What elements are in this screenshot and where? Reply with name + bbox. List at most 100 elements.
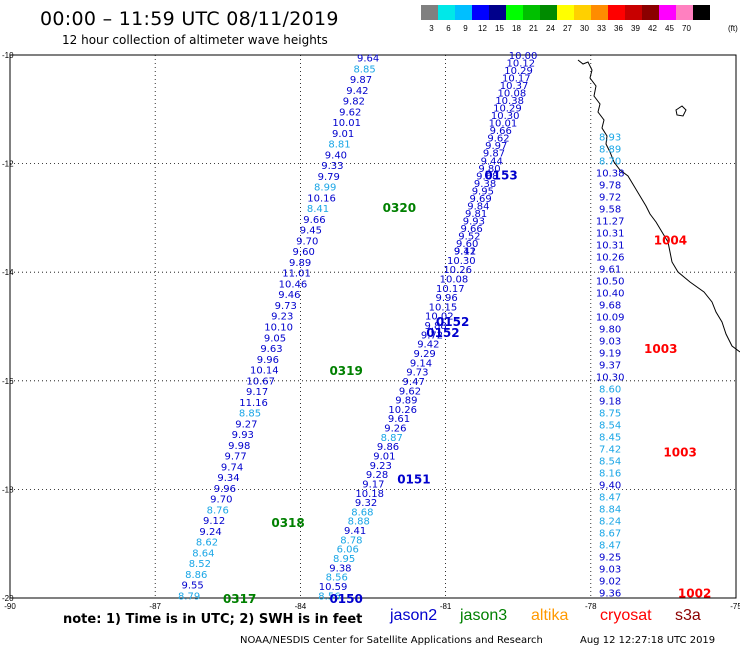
swh-value: 9.93 — [232, 430, 254, 441]
pass-label: 0317 — [223, 592, 256, 606]
scale-swatch — [506, 5, 523, 20]
swh-value: 9.68 — [476, 171, 498, 182]
swh-value: 10.26 — [388, 405, 417, 416]
swh-value: 9.68 — [599, 300, 621, 311]
swh-value: 9.01 — [332, 129, 354, 140]
swh-value: 9.19 — [599, 349, 621, 360]
lon-tick-label: -75 — [730, 602, 740, 611]
coastline — [577, 59, 740, 353]
swh-value: 7.42 — [599, 445, 621, 456]
swh-value: 9.87 — [350, 75, 372, 86]
swh-value: 9.24 — [199, 527, 221, 538]
scale-swatch — [540, 5, 557, 20]
scale-swatch — [574, 5, 591, 20]
swh-value: 10.17 — [502, 74, 531, 85]
swh-value: 8.56 — [318, 591, 340, 602]
swh-value: 9.61 — [599, 264, 621, 275]
swh-value: 9.23 — [271, 312, 293, 323]
swh-value: 10.38 — [596, 168, 625, 179]
swh-value: 9.55 — [182, 581, 204, 592]
swh-value: 10.50 — [596, 276, 625, 287]
swh-value: 9.40 — [325, 150, 347, 161]
swh-value: 9.52 — [458, 231, 480, 242]
scale-swatch — [676, 5, 693, 20]
swh-value: 9.84 — [467, 201, 489, 212]
swh-value: 9.95 — [472, 186, 494, 197]
swh-value: 10.00 — [509, 51, 538, 62]
swh-value: 10.15 — [429, 302, 458, 313]
swh-value: 9.89 — [395, 396, 417, 407]
swh-value: 10.38 — [495, 96, 524, 107]
pass-label: 1004 — [654, 234, 687, 248]
swh-value: 9.82 — [343, 97, 365, 108]
swh-value: 8.56 — [326, 573, 348, 584]
map-subtitle: 12 hour collection of altimeter wave hei… — [62, 33, 328, 47]
swh-value: 10.10 — [264, 323, 293, 334]
swh-value: 11.27 — [596, 216, 625, 227]
scale-label: 42 — [648, 24, 657, 33]
scale-swatch — [472, 5, 489, 20]
lat-tick-label: -18 — [2, 485, 14, 494]
swh-value: 9.18 — [599, 397, 621, 408]
swh-value: 8.85 — [353, 64, 375, 75]
swh-value: 8.16 — [599, 469, 621, 480]
swh-value: 9.77 — [225, 452, 247, 463]
swh-value: 10.09 — [596, 312, 625, 323]
swh-value: 9.45 — [300, 226, 322, 237]
credit-line: NOAA/NESDIS Center for Satellite Applica… — [240, 635, 543, 646]
swh-value: 10.40 — [596, 288, 625, 299]
swh-value: 10.46 — [279, 279, 308, 290]
scale-swatch — [438, 5, 455, 20]
lon-tick-label: -84 — [295, 602, 307, 611]
swh-value: 9.70 — [296, 236, 318, 247]
swh-value: 8.68 — [351, 507, 373, 518]
swh-value: 9.38 — [474, 179, 496, 190]
swh-value: 9.01 — [373, 451, 395, 462]
swh-value: 9.63 — [260, 344, 282, 355]
swh-value: 9.42 — [417, 340, 439, 351]
scale-label: 24 — [546, 24, 555, 33]
swh-value: 9.88 — [425, 321, 447, 332]
swh-value: 9.12 — [203, 516, 225, 527]
swh-value: 9.61 — [388, 414, 410, 425]
swh-value: 10.26 — [596, 252, 625, 263]
scale-swatch — [421, 5, 438, 20]
scale-swatch — [455, 5, 472, 20]
swh-value: 9.87 — [483, 149, 505, 160]
scale-label: 45 — [665, 24, 674, 33]
swh-value: 9.96 — [257, 355, 279, 366]
swh-value: 9.44 — [481, 156, 503, 167]
scale-label: 9 — [463, 24, 468, 33]
note-text: note: 1) Time is in UTC; 2) SWH is in fe… — [63, 612, 363, 627]
swh-value: 9.37 — [599, 361, 621, 372]
pass-label: 0320 — [383, 201, 416, 215]
swh-value: 10.37 — [500, 81, 529, 92]
swh-value: 9.36 — [599, 589, 621, 600]
swh-value: 9.60 — [456, 239, 478, 250]
scale-label: 33 — [597, 24, 606, 33]
swh-value: 8.24 — [599, 517, 621, 528]
pass-label: 1002 — [678, 587, 711, 601]
swh-value: 11.16 — [239, 398, 268, 409]
swh-value: 10.01 — [332, 118, 361, 129]
swh-value: 9.17 — [246, 387, 268, 398]
swh-value: 10.08 — [440, 274, 469, 285]
scale-swatch — [659, 5, 676, 20]
swh-value: 9.62 — [339, 107, 361, 118]
swh-value: 10.67 — [246, 376, 275, 387]
swh-value: 8.75 — [599, 409, 621, 420]
swh-value: 8.95 — [333, 554, 355, 565]
scale-swatch — [608, 5, 625, 20]
swh-value: 8.60 — [599, 385, 621, 396]
swh-value: 8.89 — [599, 144, 621, 155]
lon-tick-label: -81 — [440, 602, 452, 611]
scale-label: 3 — [429, 24, 434, 33]
swh-value: 9.47 — [403, 377, 425, 388]
swh-value: 9.81 — [465, 209, 487, 220]
swh-value: 9.03 — [599, 337, 621, 348]
lat-tick-label: -16 — [2, 377, 14, 386]
lat-tick-label: -20 — [2, 594, 14, 603]
swh-value: 8.41 — [307, 204, 329, 215]
